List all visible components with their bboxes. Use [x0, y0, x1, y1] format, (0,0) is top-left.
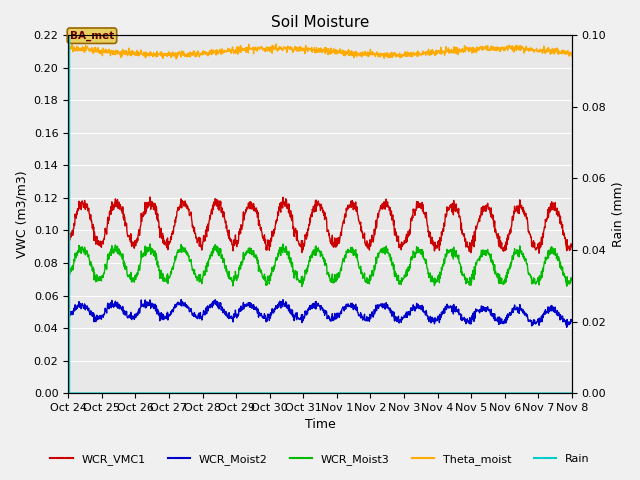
Theta_moist — [524, 47, 532, 53]
WCR_VMC1 — [64, 238, 72, 244]
Line: WCR_Moist3: WCR_Moist3 — [68, 244, 572, 287]
WCR_Moist2 — [64, 313, 72, 319]
Rain — [524, 390, 531, 396]
WCR_Moist3 — [524, 266, 532, 272]
Theta_moist — [397, 52, 405, 58]
Title: Soil Moisture: Soil Moisture — [271, 15, 369, 30]
WCR_Moist2 — [568, 317, 576, 323]
WCR_Moist3 — [568, 276, 576, 281]
Theta_moist — [481, 45, 488, 51]
Text: BA_met: BA_met — [70, 31, 114, 41]
WCR_Moist3 — [64, 273, 72, 278]
X-axis label: Time: Time — [305, 419, 335, 432]
WCR_Moist2 — [524, 314, 531, 320]
WCR_Moist3 — [298, 284, 306, 289]
WCR_Moist2 — [275, 304, 282, 310]
WCR_VMC1 — [176, 204, 184, 210]
Rain — [568, 390, 576, 396]
Legend: WCR_VMC1, WCR_Moist2, WCR_Moist3, Theta_moist, Rain: WCR_VMC1, WCR_Moist2, WCR_Moist3, Theta_… — [46, 450, 594, 469]
Theta_moist — [568, 53, 576, 59]
Theta_moist — [176, 49, 184, 55]
Rain — [262, 390, 269, 396]
WCR_VMC1 — [568, 242, 576, 248]
WCR_VMC1 — [262, 247, 270, 253]
WCR_Moist2 — [177, 297, 185, 302]
Theta_moist — [262, 47, 270, 53]
WCR_Moist2 — [480, 307, 488, 313]
Rain — [64, 390, 72, 396]
Theta_moist — [172, 56, 180, 62]
Line: WCR_VMC1: WCR_VMC1 — [68, 197, 572, 253]
WCR_Moist3 — [146, 241, 154, 247]
WCR_VMC1 — [275, 213, 282, 218]
WCR_VMC1 — [524, 219, 531, 225]
Line: Theta_moist: Theta_moist — [68, 44, 572, 59]
Rain — [175, 390, 183, 396]
Line: WCR_Moist2: WCR_Moist2 — [68, 300, 572, 327]
Rain — [480, 390, 488, 396]
Y-axis label: Rain (mm): Rain (mm) — [612, 181, 625, 247]
WCR_Moist2 — [262, 319, 270, 324]
WCR_Moist2 — [563, 324, 571, 330]
Rain — [397, 390, 404, 396]
Theta_moist — [275, 45, 283, 51]
WCR_VMC1 — [480, 207, 488, 213]
WCR_Moist3 — [262, 283, 270, 288]
WCR_Moist2 — [175, 300, 183, 306]
WCR_Moist3 — [176, 248, 184, 254]
WCR_VMC1 — [146, 194, 154, 200]
WCR_VMC1 — [535, 251, 543, 256]
WCR_Moist3 — [275, 254, 282, 260]
Y-axis label: VWC (m3/m3): VWC (m3/m3) — [15, 170, 28, 258]
WCR_VMC1 — [397, 247, 405, 252]
WCR_Moist2 — [397, 320, 405, 325]
WCR_Moist3 — [481, 248, 488, 254]
Rain — [274, 390, 282, 396]
Theta_moist — [64, 44, 72, 49]
WCR_Moist3 — [397, 275, 405, 281]
Theta_moist — [272, 41, 280, 47]
